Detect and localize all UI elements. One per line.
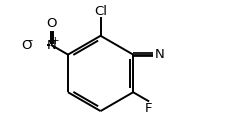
Text: O: O — [46, 17, 57, 30]
Text: −: − — [25, 36, 34, 46]
Text: N: N — [154, 48, 164, 61]
Text: O: O — [22, 39, 32, 52]
Text: F: F — [145, 102, 152, 115]
Text: +: + — [50, 36, 59, 46]
Text: N: N — [47, 39, 56, 52]
Text: Cl: Cl — [94, 5, 107, 18]
